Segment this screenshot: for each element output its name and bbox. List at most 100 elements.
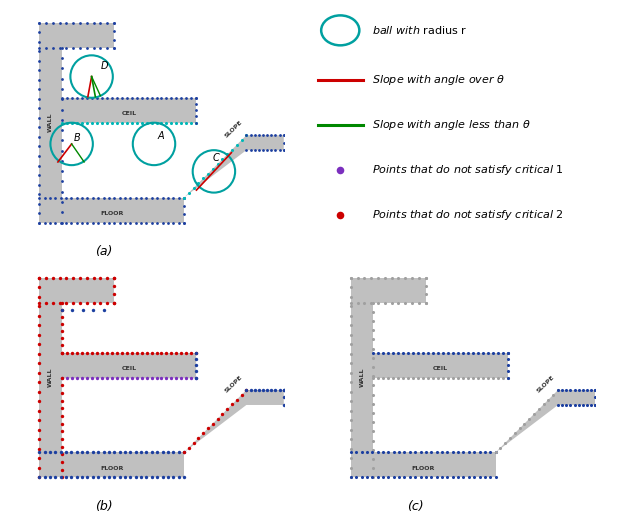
Point (82, 274, 92, 282)
Point (346, 274, 356, 282)
Point (151, 119, 162, 127)
Point (181, 119, 191, 127)
Point (66, 218, 76, 227)
Point (539, 400, 549, 409)
Point (121, 348, 132, 357)
Point (34, 473, 45, 482)
Point (368, 298, 378, 307)
Point (503, 355, 513, 363)
Point (104, 448, 114, 457)
Point (241, 386, 251, 394)
Point (383, 348, 393, 357)
Point (249, 146, 259, 154)
Point (359, 274, 370, 282)
Point (590, 401, 600, 409)
Point (346, 331, 356, 339)
Point (373, 373, 384, 382)
Text: $\it{Slope\ with\ angle\ over}$ $\theta$: $\it{Slope\ with\ angle\ over}$ $\theta$ (372, 73, 505, 87)
Point (57, 465, 67, 474)
Point (45, 218, 55, 227)
Point (394, 274, 404, 282)
Point (34, 161, 45, 170)
Text: SLOPE: SLOPE (224, 120, 244, 139)
Point (186, 348, 197, 357)
Point (373, 448, 383, 457)
Point (222, 150, 232, 159)
Point (500, 439, 510, 447)
Point (437, 448, 447, 457)
Point (93, 448, 103, 457)
Point (186, 94, 197, 102)
Point (55, 218, 66, 227)
Point (174, 193, 184, 202)
Point (158, 193, 168, 202)
Point (179, 473, 189, 482)
Point (57, 147, 67, 155)
Point (57, 177, 67, 186)
Point (48, 19, 58, 27)
Point (469, 473, 480, 482)
Point (95, 274, 106, 282)
Point (34, 274, 45, 282)
Point (378, 373, 389, 382)
Point (61, 218, 71, 227)
Point (34, 66, 45, 74)
Point (86, 348, 97, 357)
Point (109, 290, 119, 298)
Point (485, 448, 495, 457)
Point (57, 420, 67, 428)
Point (171, 119, 181, 127)
Point (147, 448, 157, 457)
Point (368, 326, 378, 334)
Point (413, 348, 424, 357)
Point (109, 19, 119, 27)
Point (55, 274, 65, 282)
Point (279, 386, 289, 394)
Point (534, 405, 544, 413)
Point (509, 429, 520, 437)
Point (48, 298, 58, 307)
Point (561, 386, 571, 394)
Point (34, 435, 45, 444)
Point (45, 193, 55, 202)
Point (503, 361, 513, 369)
Point (88, 193, 98, 202)
Point (174, 473, 184, 482)
Point (421, 448, 431, 457)
Point (62, 373, 72, 382)
Point (346, 397, 356, 406)
Point (186, 119, 197, 127)
Point (346, 302, 356, 310)
Point (114, 473, 125, 482)
Point (72, 473, 82, 482)
Point (34, 387, 45, 396)
Point (120, 448, 130, 457)
Point (81, 94, 92, 102)
Point (76, 119, 86, 127)
Point (191, 100, 202, 108)
Point (245, 146, 256, 154)
Point (57, 341, 67, 349)
Point (132, 373, 142, 382)
Point (50, 473, 60, 482)
Point (179, 448, 189, 457)
Point (420, 274, 431, 282)
Point (191, 373, 202, 382)
Point (109, 35, 119, 44)
Point (407, 274, 417, 282)
Point (503, 373, 513, 382)
Point (232, 140, 242, 149)
Point (57, 136, 67, 145)
Point (34, 321, 45, 329)
Point (151, 373, 162, 382)
Point (127, 373, 137, 382)
Point (503, 348, 513, 357)
Point (57, 348, 67, 357)
Text: (c): (c) (408, 500, 424, 513)
Point (433, 373, 443, 382)
Bar (39, 452, 184, 477)
Point (458, 348, 468, 357)
Point (438, 348, 448, 357)
Point (152, 473, 162, 482)
Point (34, 378, 45, 386)
